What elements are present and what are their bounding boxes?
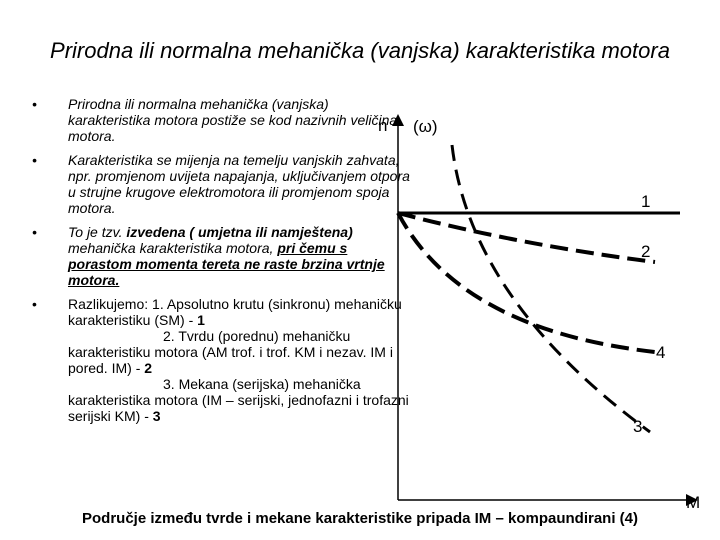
text: 2. Tvrdu (porednu) mehaničku karakterist… xyxy=(68,328,393,376)
text: To je tzv. xyxy=(68,224,127,240)
text: Razlikujemo: 1. Apsolutno krutu (sinkron… xyxy=(68,296,402,328)
curve-label: 2 xyxy=(641,242,650,261)
text: pri čemu s porastom momenta tereta ne ra… xyxy=(68,240,385,288)
x-axis-label: M xyxy=(686,493,700,512)
text: 2 xyxy=(144,360,153,376)
curve-3 xyxy=(450,144,651,434)
text: izvedena ( umjetna ili namještena) xyxy=(126,224,353,240)
text: Karakteristika se mijenja na temelju van… xyxy=(68,152,410,216)
bullet-list: Prirodna ili normalna mehanička (vanjska… xyxy=(30,96,413,432)
bullet: Prirodna ili normalna mehanička (vanjska… xyxy=(32,96,413,144)
curve-label: 1 xyxy=(641,192,650,211)
footer: Područje između tvrde i mekane karakteri… xyxy=(81,510,638,527)
text: Prirodna ili normalna mehanička (vanjska… xyxy=(68,96,398,144)
bullet: Karakteristika se mijenja na temelju van… xyxy=(32,152,413,216)
curve-2 xyxy=(397,211,656,264)
curve-label: 3 xyxy=(633,417,642,436)
bullet: To je tzv. izvedena ( umjetna ili namješ… xyxy=(32,224,413,288)
title: Prirodna ili normalna mehanička (vanjska… xyxy=(50,38,670,63)
bullet: Razlikujemo: 1. Apsolutno krutu (sinkron… xyxy=(32,296,413,424)
y-axis-label-alt: (ω) xyxy=(413,117,438,136)
curve-label: 4 xyxy=(656,343,665,362)
text: 3 xyxy=(152,408,161,424)
text: 3. Mekana (serijska) mehanička karakteri… xyxy=(68,376,409,424)
curve-4 xyxy=(396,212,656,354)
text: 1 xyxy=(197,312,205,328)
text: mehanička karakteristika motora, xyxy=(68,240,278,256)
